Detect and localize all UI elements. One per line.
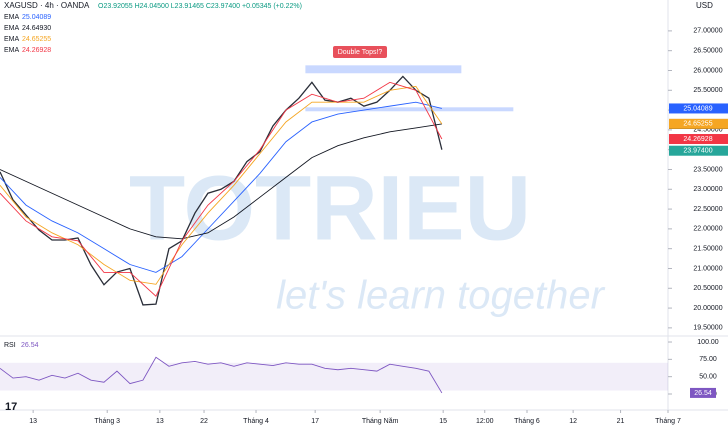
x-tick-label: 13 — [29, 418, 37, 425]
y-tick-label: 22.50000 — [693, 206, 722, 213]
legend-name: EMA — [4, 25, 20, 32]
y-tick-label: 24.50000 — [693, 127, 722, 134]
y-tick-label: 100.00 — [697, 339, 719, 346]
x-tick-label: Tháng 7 — [655, 418, 681, 425]
y-tick-label: 20.50000 — [693, 285, 722, 292]
series-line — [0, 81, 443, 297]
series-line — [0, 123, 442, 240]
y-tick-label: 26.50000 — [693, 48, 722, 55]
last-value-chip — [690, 387, 716, 398]
legend-value: 25.04089 — [22, 14, 51, 21]
y-tick-label: 27.00000 — [693, 28, 722, 35]
last-value-chip — [669, 103, 728, 114]
rsi-name: RSI — [4, 342, 16, 349]
x-tick-label: 17 — [311, 418, 319, 425]
watermark-subtitle: let's learn together — [276, 274, 606, 318]
annotation: Double Tops!? — [338, 49, 383, 56]
legend-name: EMA — [4, 47, 20, 54]
rsi-band — [0, 362, 668, 391]
last-value-label: 26.54 — [694, 390, 712, 397]
last-value-chip — [669, 134, 728, 145]
series-line — [0, 356, 443, 394]
annotation-box — [333, 46, 387, 58]
legend-name: EMA — [4, 14, 20, 21]
logo: 17 — [5, 401, 17, 413]
legend-value: 24.26928 — [22, 47, 51, 54]
y-tick-label: 50.00 — [699, 374, 717, 381]
y-tick-label: 75.00 — [699, 356, 717, 363]
x-tick-label: Tháng 6 — [514, 418, 540, 425]
legend-name: EMA — [4, 36, 20, 43]
x-tick-label: Tháng 3 — [94, 418, 120, 425]
x-tick-label: 22 — [200, 418, 208, 425]
x-tick-label: 12:00 — [476, 418, 494, 425]
x-tick-label: Tháng 4 — [243, 418, 269, 425]
y-tick-label: 26.00000 — [693, 67, 722, 74]
zone — [305, 65, 462, 74]
y-tick-label: 20.00000 — [693, 305, 722, 312]
watermark: TOTRIEU — [129, 157, 531, 259]
series-line — [0, 101, 442, 273]
series-line — [0, 75, 443, 306]
last-value-label: 24.26928 — [683, 136, 712, 143]
y-tick-label: 21.00000 — [693, 265, 722, 272]
rsi-value: 26.54 — [21, 342, 39, 349]
last-value-label: 23.97400 — [683, 148, 712, 155]
y-tick-label: 19.50000 — [693, 325, 722, 332]
last-value-chip — [669, 145, 728, 156]
x-tick-label: 12 — [569, 418, 577, 425]
x-tick-label: 21 — [617, 418, 625, 425]
y-tick-label: 23.00000 — [693, 186, 722, 193]
ohlc: O23.92055 H24.04500 L23.91465 C23.97400 … — [98, 3, 302, 10]
last-value-chip — [669, 118, 728, 129]
last-value-label: 25.04089 — [683, 105, 712, 112]
symbol: XAGUSD · 4h · OANDA — [4, 1, 90, 10]
currency: USD — [696, 1, 713, 10]
y-tick-label: 23.50000 — [693, 166, 722, 173]
x-tick-label: 13 — [156, 418, 164, 425]
x-tick-label: Tháng Năm — [362, 418, 399, 425]
y-tick-label: 21.50000 — [693, 246, 722, 253]
y-tick-label: 22.00000 — [693, 226, 722, 233]
series-line — [0, 85, 443, 285]
legend-value: 24.64930 — [22, 25, 51, 32]
x-tick-label: 15 — [439, 418, 447, 425]
y-tick-label: 25.50000 — [693, 87, 722, 94]
legend-value: 24.65255 — [22, 36, 51, 43]
zone — [305, 107, 514, 112]
last-value-label: 24.65255 — [683, 121, 712, 128]
